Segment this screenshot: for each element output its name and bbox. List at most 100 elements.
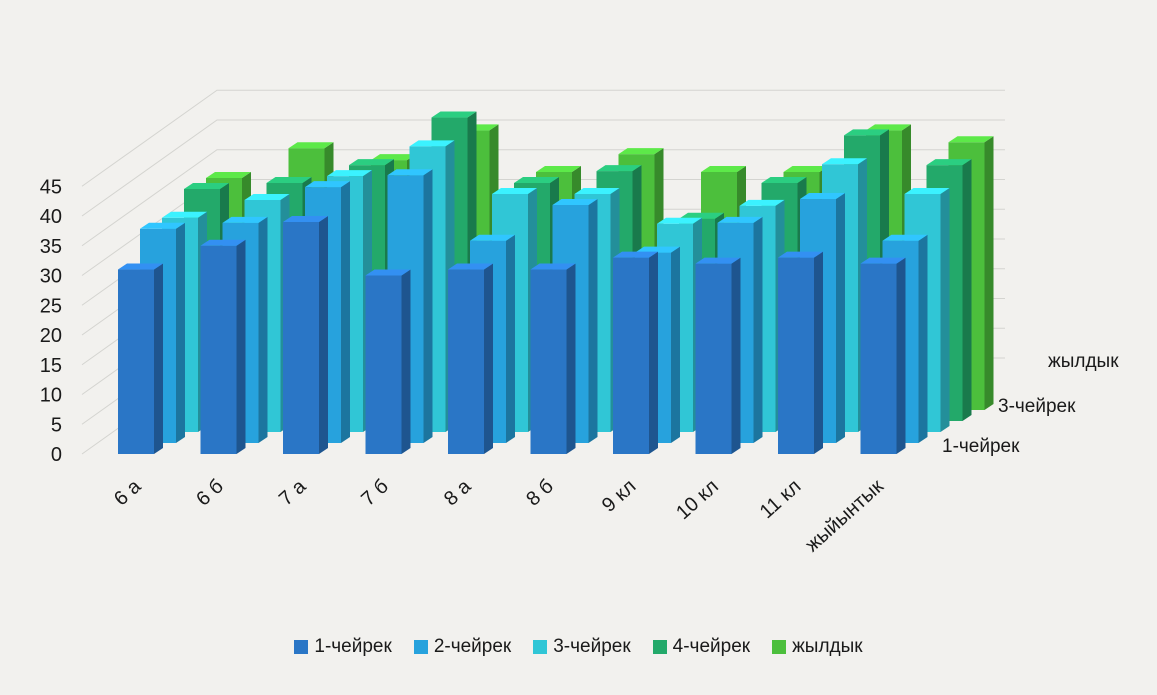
bar-front [530,269,567,454]
legend-item: 4-чейрек [652,636,751,658]
bar-top [761,177,807,183]
bars [118,111,994,454]
bar-top [778,251,823,258]
bar-top [701,166,746,172]
bar-top [492,188,537,194]
bar [530,263,576,454]
legend-label: 3-чейрек [553,636,631,657]
legend-swatch [294,640,309,654]
legend-label: 4-чейрек [672,636,751,657]
bar-front [200,245,237,454]
bar-top [904,188,950,194]
bar-top [162,211,207,218]
bar-side [731,257,741,454]
bar-top [530,263,576,270]
bar-top [431,111,477,118]
legend-label: 1-чейрек [314,636,392,657]
legend-item: 2-чейрек [413,636,512,658]
legend-swatch [772,640,787,654]
bar-top [679,212,724,219]
bar-top [695,257,741,264]
bar-front [365,275,402,454]
y-tick-label: 25 [40,295,62,317]
bar [860,257,906,454]
x-tick-label: 10 кл [672,475,723,524]
bar-top [266,177,312,183]
x-tick-label: 6 б [192,475,228,510]
bar-top [552,199,598,205]
bar-side [814,251,823,454]
x-tick-label: 8 б [522,475,558,510]
bar-side [962,159,972,421]
bar-side [341,181,350,443]
bar-side [484,263,493,454]
bar-top [783,166,829,172]
bar-front [118,269,154,454]
legend-item: жылдык [772,636,863,658]
legend-swatch [652,640,667,654]
depth-axis-labels: 1-чейрек 3-чейрек жылдык [942,351,1119,457]
bar-side [258,216,268,443]
legend-label: 2-чейрек [433,636,512,657]
bar-top [365,269,411,276]
x-tick-label: 7 б [357,475,393,510]
y-tick-label: 5 [51,414,62,436]
bar-top [470,234,515,241]
gridline [81,89,1005,187]
bar-top [387,169,433,176]
bar-side [753,216,763,443]
x-tick-label: 8 а [440,475,476,511]
x-tick-label: 9 кл [598,475,640,516]
bar-side [506,234,515,443]
bar [118,263,163,454]
y-tick-label: 20 [40,325,62,347]
bar-top [140,222,185,229]
legend-swatch [413,640,428,654]
x-tick-label: 11 кл [756,475,806,523]
bar-top [717,216,763,223]
series-1 [118,215,906,454]
bar [283,215,328,454]
bar-side [918,234,928,443]
bar-top [574,188,620,194]
bar-front [778,257,814,454]
bar-top [327,170,372,177]
y-tick-label: 35 [40,236,62,258]
bar-side [984,136,994,410]
bar-side [588,199,598,443]
depth-label: 1-чейрек [942,436,1020,457]
bar [448,263,493,454]
bar-top [635,246,680,253]
bar [778,251,823,454]
bar-top [283,215,328,222]
bar-top [244,193,290,200]
bar-side [154,263,163,454]
bar-top [349,159,394,166]
x-tick-label: 7 а [275,475,311,511]
legend-label: жылдык [792,636,863,657]
bar-top [536,166,581,172]
x-tick-label: 6 а [110,475,146,511]
bar-side [566,263,576,454]
bar-top [448,263,493,270]
legend-item: 1-чейрек [294,636,392,658]
bar-top [739,199,785,206]
bar-top [866,124,911,131]
bar-side [649,251,658,454]
legend: 1-чейрек 2-чейрек 3-чейрек 4-чейрек жылдык [0,636,1157,658]
depth-label: жылдык [1048,351,1119,372]
bar-top [882,234,928,241]
y-tick-label: 30 [40,266,62,288]
bar-top [200,239,246,246]
bar-top [514,177,559,183]
bar-top [409,140,455,147]
bar-side [671,246,680,443]
y-tick-label: 10 [40,385,62,407]
legend-swatch [533,640,548,654]
bar-top [613,251,658,258]
y-tick-label: 45 [40,176,62,198]
bar-top [926,159,972,166]
bar-side [176,222,185,443]
bar-top [844,129,889,136]
